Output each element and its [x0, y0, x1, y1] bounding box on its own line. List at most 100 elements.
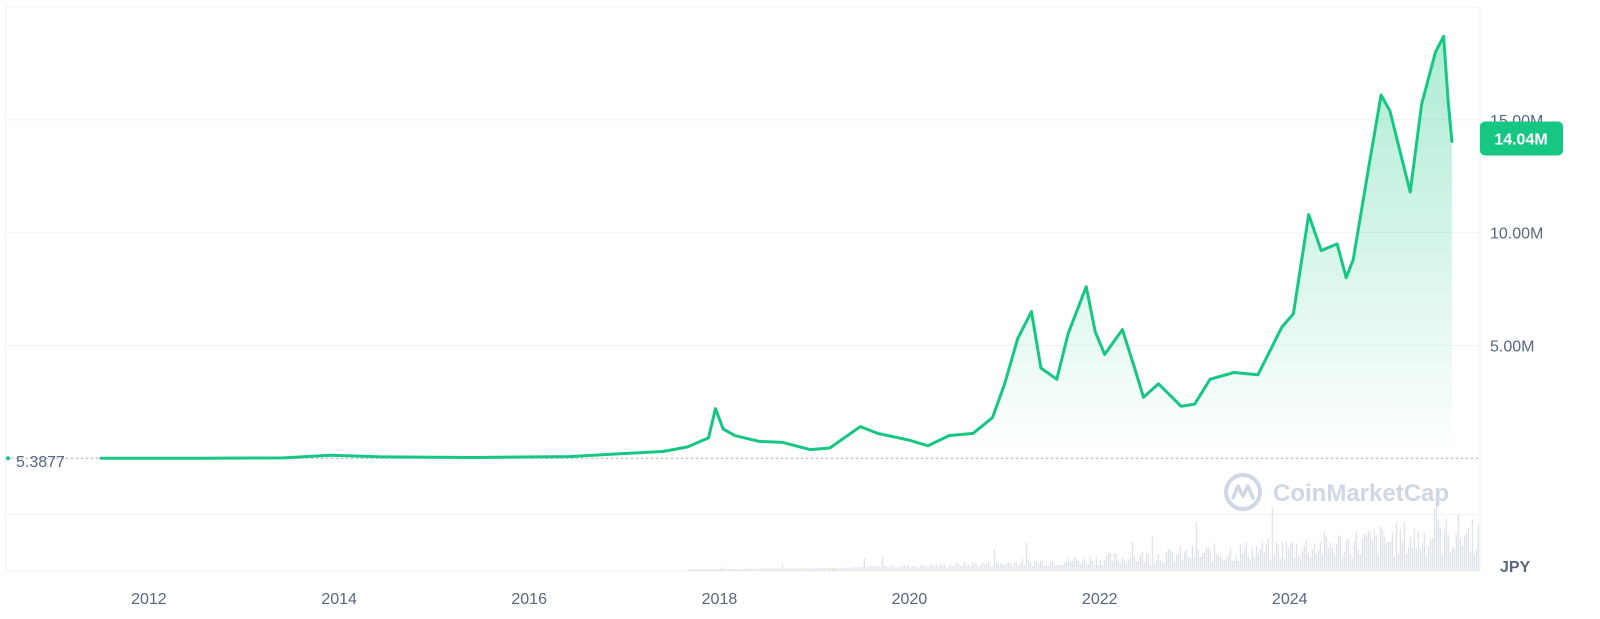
volume-bar	[1365, 536, 1368, 571]
volume-bar	[1259, 548, 1262, 571]
current-price-badge: 14.04M	[1480, 121, 1563, 156]
volume-bar	[1191, 546, 1194, 571]
volume-bar	[751, 568, 754, 571]
volume-bar	[933, 566, 936, 571]
volume-bar	[1157, 554, 1160, 571]
volume-bar	[845, 567, 848, 571]
volume-bar	[953, 565, 956, 571]
volume-bar	[1301, 549, 1304, 571]
volume-bar	[1307, 552, 1310, 571]
volume-bar	[839, 568, 842, 571]
volume-bar	[1429, 539, 1432, 571]
volume-bar	[955, 562, 958, 571]
volume-bar	[1341, 556, 1344, 571]
volume-bar	[869, 566, 872, 571]
volume-bar	[1337, 535, 1340, 571]
volume-bar	[759, 568, 762, 571]
volume-bar	[1237, 560, 1240, 571]
volume-bar	[1007, 562, 1010, 571]
volume-bar	[855, 567, 858, 571]
volume-bar	[1027, 559, 1030, 571]
volume-bar	[983, 564, 986, 571]
volume-bar	[935, 564, 938, 571]
volume-bar	[1139, 555, 1142, 571]
volume-bar	[781, 564, 784, 571]
volume-bar	[1117, 559, 1120, 571]
volume-bar	[765, 568, 768, 571]
volume-bar	[785, 568, 788, 571]
volume-bar	[921, 564, 924, 571]
volume-bar	[709, 569, 712, 571]
volume-bar	[1103, 560, 1106, 571]
volume-bar	[687, 569, 690, 571]
volume-bar	[931, 565, 934, 571]
volume-bar	[1467, 527, 1470, 571]
volume-bar	[1105, 555, 1108, 571]
volume-bar	[819, 567, 822, 571]
volume-bar	[881, 557, 884, 571]
volume-bar	[903, 565, 906, 571]
volume-bar	[977, 566, 980, 571]
volume-bar	[1159, 560, 1162, 571]
volume-bar	[1463, 535, 1466, 571]
volume-bar	[1075, 559, 1078, 571]
volume-bar	[909, 567, 912, 571]
volume-bar	[1233, 560, 1236, 571]
volume-bar	[749, 568, 752, 571]
volume-bar	[1045, 565, 1048, 571]
volume-bar	[1241, 553, 1244, 571]
volume-bar	[1081, 561, 1084, 571]
volume-bar	[813, 568, 816, 571]
volume-bar	[1451, 547, 1454, 571]
volume-bar	[1023, 565, 1026, 571]
volume-bar	[1299, 557, 1302, 571]
volume-bar	[1349, 553, 1352, 571]
volume-bar	[1333, 555, 1336, 571]
volume-bar	[807, 568, 810, 571]
x-tick-label: 2016	[511, 591, 547, 608]
volume-bar	[1119, 562, 1122, 571]
volume-bar	[1229, 548, 1232, 571]
volume-bar	[1441, 554, 1444, 571]
volume-bar	[979, 564, 982, 571]
volume-bar	[1111, 561, 1114, 571]
volume-bar	[695, 569, 698, 571]
volume-bar	[1155, 560, 1158, 571]
volume-bar	[925, 566, 928, 571]
volume-bar	[1347, 538, 1350, 571]
volume-bar	[1283, 558, 1286, 571]
volume-bar	[1277, 544, 1280, 571]
volume-bar	[1107, 553, 1110, 571]
volume-bar	[1193, 557, 1196, 571]
volume-bar	[761, 568, 764, 571]
volume-bar	[1231, 561, 1234, 571]
volume-bar	[1303, 545, 1306, 571]
volume-bar	[885, 566, 888, 571]
volume-bar	[1331, 547, 1334, 571]
volume-bar	[945, 567, 948, 571]
watermark: CoinMarketCap	[1224, 473, 1449, 511]
volume-bar	[879, 568, 882, 571]
volume-bar	[967, 564, 970, 571]
volume-bar	[1033, 561, 1036, 571]
volume-bar	[831, 567, 834, 571]
volume-bar	[1247, 556, 1250, 571]
volume-bar	[1151, 536, 1154, 571]
volume-bar	[873, 566, 876, 571]
volume-bar	[1273, 555, 1276, 571]
volume-bar	[1175, 555, 1178, 571]
volume-bar	[1295, 543, 1298, 571]
volume-bar	[1035, 560, 1038, 571]
volume-bar	[1235, 555, 1238, 571]
volume-bar	[965, 565, 968, 571]
volume-bar	[1123, 560, 1126, 571]
volume-bar	[929, 564, 932, 571]
volume-bar	[1263, 552, 1266, 571]
volume-bar	[861, 566, 864, 571]
volume-bar	[991, 566, 994, 571]
volume-bar	[795, 568, 798, 571]
volume-bar	[1317, 550, 1320, 571]
volume-bar	[905, 566, 908, 571]
volume-bar	[893, 568, 896, 571]
volume-bar	[1217, 555, 1220, 571]
